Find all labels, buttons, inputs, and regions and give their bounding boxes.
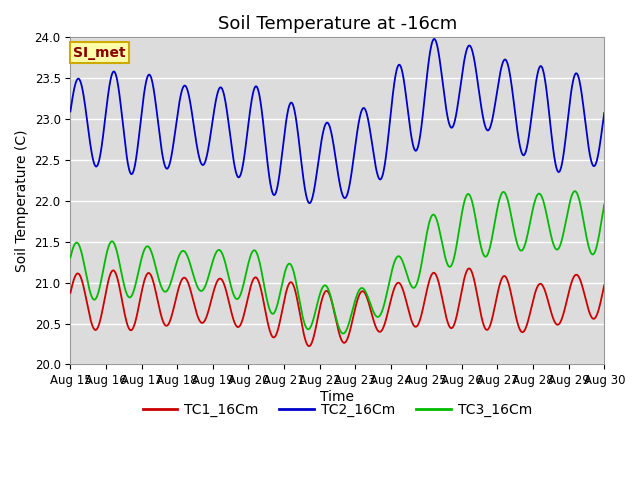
Y-axis label: Soil Temperature (C): Soil Temperature (C): [15, 130, 29, 272]
Title: Soil Temperature at -16cm: Soil Temperature at -16cm: [218, 15, 457, 33]
Legend: TC1_16Cm, TC2_16Cm, TC3_16Cm: TC1_16Cm, TC2_16Cm, TC3_16Cm: [137, 397, 538, 423]
X-axis label: Time: Time: [321, 390, 355, 404]
Text: SI_met: SI_met: [73, 46, 125, 60]
